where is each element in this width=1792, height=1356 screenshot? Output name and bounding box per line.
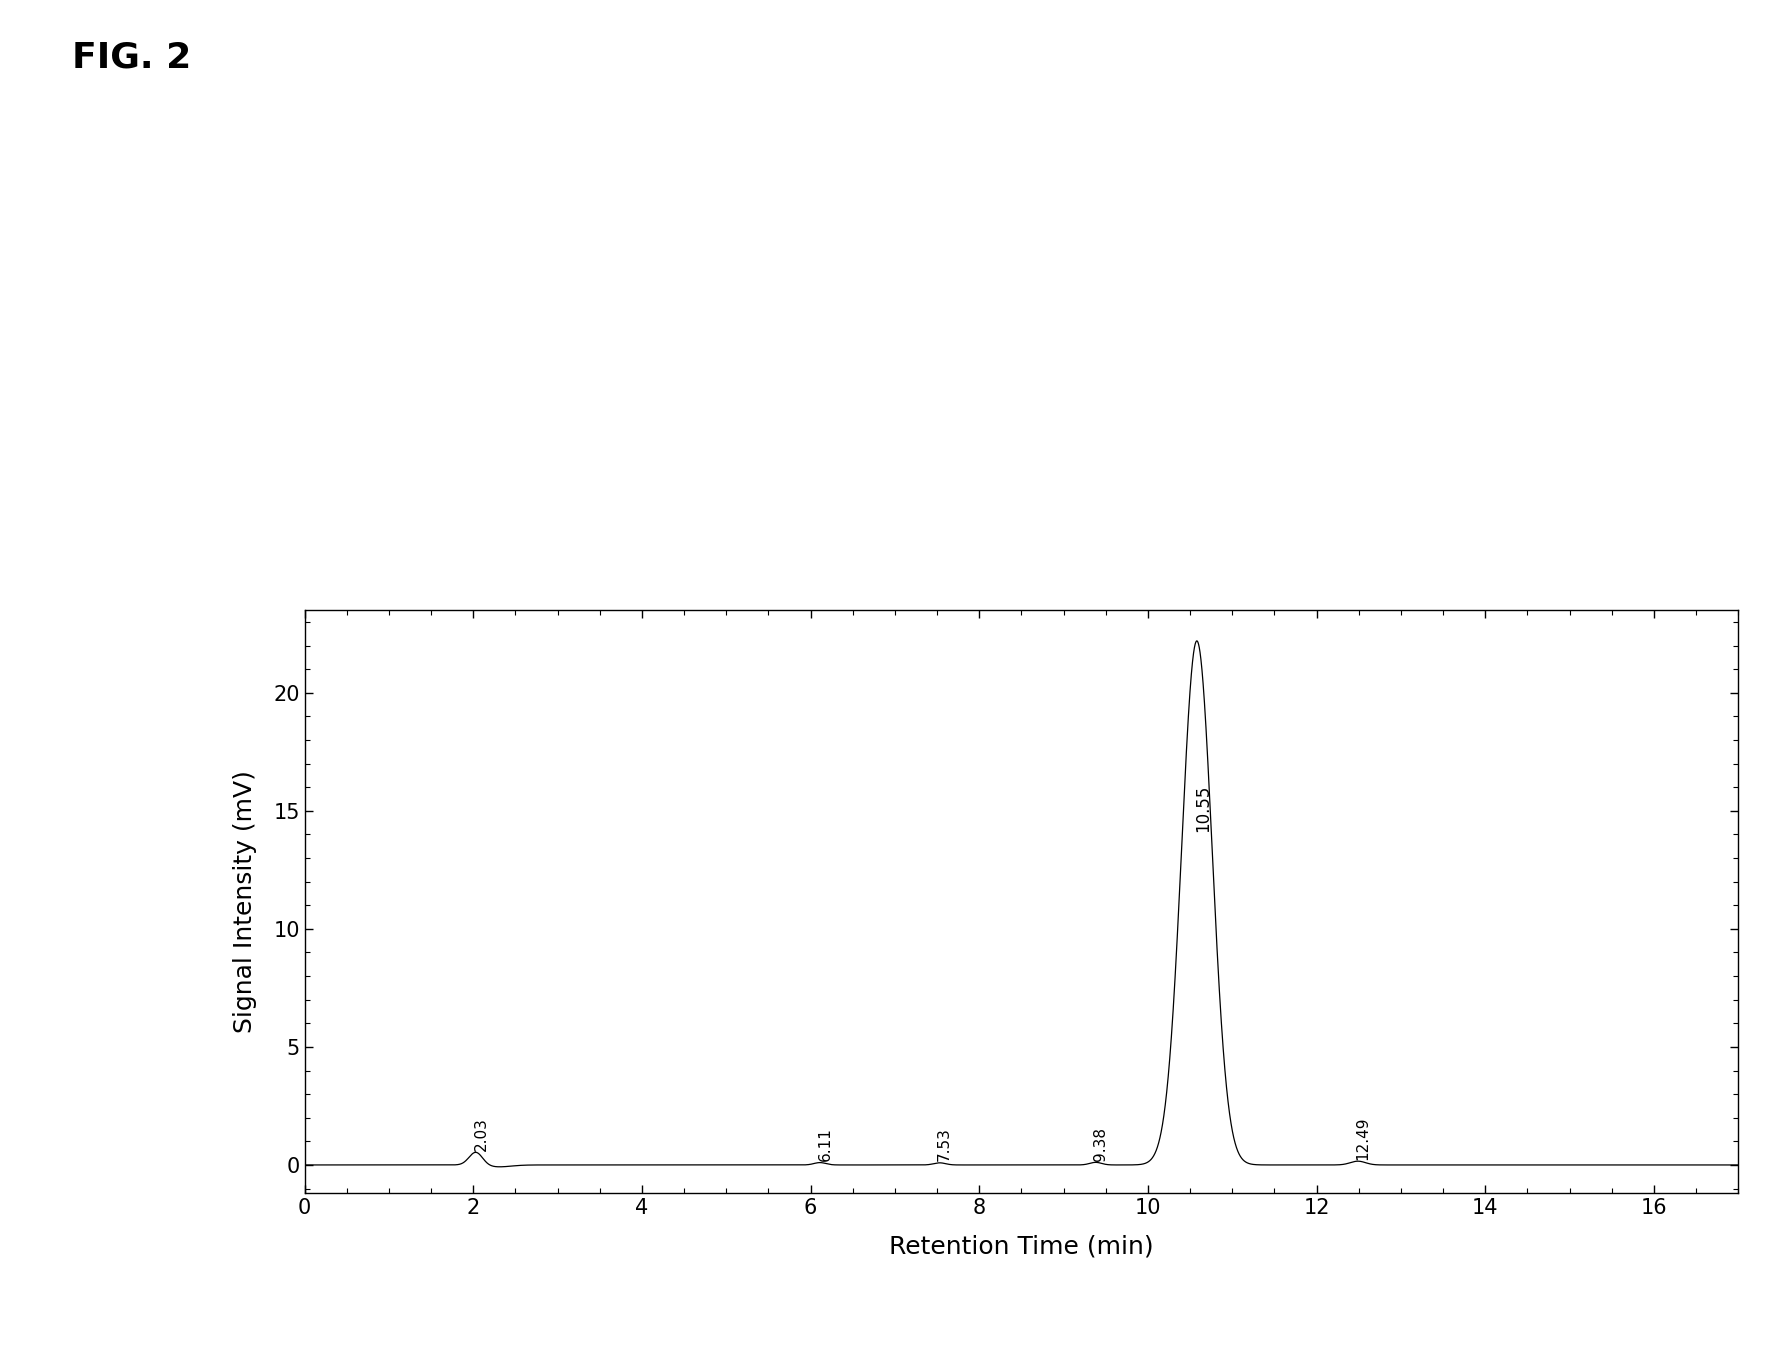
Text: 2.03: 2.03 <box>473 1117 489 1151</box>
Text: 9.38: 9.38 <box>1093 1127 1107 1161</box>
Text: 12.49: 12.49 <box>1355 1116 1371 1159</box>
Text: FIG. 2: FIG. 2 <box>72 41 192 75</box>
X-axis label: Retention Time (min): Retention Time (min) <box>889 1235 1154 1258</box>
Text: 7.53: 7.53 <box>937 1127 952 1161</box>
Y-axis label: Signal Intensity (mV): Signal Intensity (mV) <box>233 770 256 1033</box>
Text: 10.55: 10.55 <box>1193 785 1211 833</box>
Text: 6.11: 6.11 <box>817 1127 833 1161</box>
